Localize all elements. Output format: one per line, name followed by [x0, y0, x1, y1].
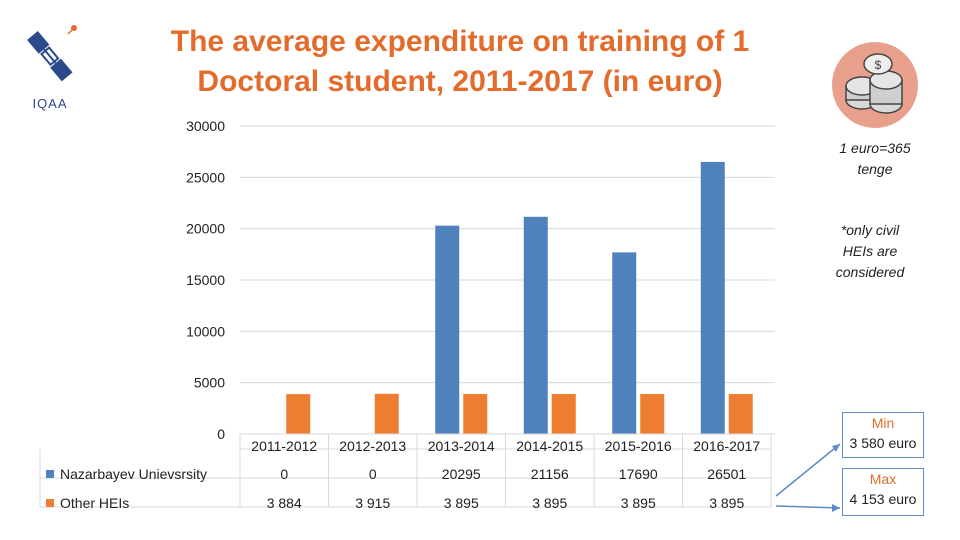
- min-arrow: [775, 443, 841, 497]
- min-value: 3 580 euro: [849, 435, 917, 451]
- x-tick-label: 2015-2016: [605, 438, 672, 454]
- coins-icon: $: [832, 42, 918, 128]
- legend-swatch: [46, 499, 54, 507]
- rate-line-2: tenge: [857, 161, 893, 177]
- data-label: 0: [369, 466, 377, 482]
- y-tick-label: 15000: [186, 272, 225, 288]
- data-label: 3 915: [355, 495, 390, 511]
- civil-line-2: HEIs are: [842, 243, 898, 259]
- coins-illustration: $: [830, 40, 920, 130]
- exchange-rate-note: 1 euro=365 tenge: [820, 138, 930, 180]
- civil-line-1: *only civil: [840, 222, 900, 238]
- rate-line-1: 1 euro=365: [839, 140, 911, 156]
- min-callout: Min 3 580 euro: [842, 412, 924, 458]
- bar-other-heis: [374, 393, 399, 434]
- data-label: 3 895: [532, 495, 567, 511]
- x-tick-label: 2011-2012: [251, 438, 317, 454]
- y-tick-label: 0: [217, 426, 225, 442]
- bar-nazarbayev: [612, 252, 637, 434]
- min-label: Min: [871, 415, 895, 431]
- bar-other-heis: [640, 394, 665, 434]
- bar-other-heis: [463, 394, 488, 434]
- bar-nazarbayev: [435, 225, 460, 434]
- min-arrowhead: [832, 444, 840, 452]
- title-line-2: Doctoral student, 2011-2017 (in euro): [197, 65, 723, 98]
- x-tick-label: 2013-2014: [428, 438, 495, 454]
- data-label: 3 895: [444, 495, 479, 511]
- y-tick-label: 25000: [186, 169, 225, 185]
- y-tick-label: 30000: [186, 118, 225, 134]
- title-line-1: The average expenditure on training of 1: [170, 25, 750, 58]
- data-label: 3 895: [709, 495, 744, 511]
- chart-title: The average expenditure on training of 1…: [140, 22, 780, 102]
- bar-other-heis: [286, 394, 311, 434]
- legend-swatch: [46, 470, 54, 478]
- data-label: 20295: [442, 466, 481, 482]
- max-callout: Max 4 153 euro: [842, 468, 924, 516]
- civil-heis-note: *only civil HEIs are considered: [820, 220, 920, 283]
- x-tick-label: 2012-2013: [339, 438, 406, 454]
- civil-line-3: considered: [835, 264, 905, 280]
- max-arrow: [775, 505, 841, 509]
- max-label: Max: [869, 471, 897, 487]
- max-value: 4 153 euro: [849, 491, 917, 507]
- iqaa-logo: [18, 20, 88, 115]
- x-tick-label: 2016-2017: [693, 438, 760, 454]
- chart-grid: [240, 125, 775, 435]
- data-label: 3 895: [621, 495, 656, 511]
- chart-bars: [286, 161, 753, 434]
- x-tick-label: 2014-2015: [516, 438, 583, 454]
- data-label: 26501: [707, 466, 746, 482]
- bar-other-heis: [551, 394, 576, 434]
- satellite-logo-icon: [27, 25, 77, 82]
- y-tick-label: 20000: [186, 221, 225, 237]
- data-label: 0: [280, 466, 288, 482]
- data-label: 17690: [619, 466, 658, 482]
- y-axis: 0 5000 10000 15000 20000 25000 30000: [186, 118, 225, 442]
- data-label: 3 884: [267, 495, 302, 511]
- callout-arrows: [775, 443, 841, 512]
- y-tick-label: 5000: [194, 375, 225, 391]
- bar-nazarbayev: [523, 216, 548, 434]
- max-arrowhead: [832, 504, 840, 512]
- data-table: 2011-2012 0 3 884 2012-2013 0 3 915 2013-2014 2…: [39, 433, 772, 511]
- bar-nazarbayev: [700, 161, 725, 434]
- y-tick-label: 10000: [186, 323, 225, 339]
- legend-label: Nazarbayev Unievsrsity: [60, 466, 207, 482]
- legend-label: Other HEIs: [60, 495, 129, 511]
- svg-text:$: $: [875, 58, 882, 72]
- data-label: 21156: [531, 466, 569, 482]
- bar-other-heis: [728, 394, 753, 434]
- logo-text: IQAA: [32, 96, 68, 111]
